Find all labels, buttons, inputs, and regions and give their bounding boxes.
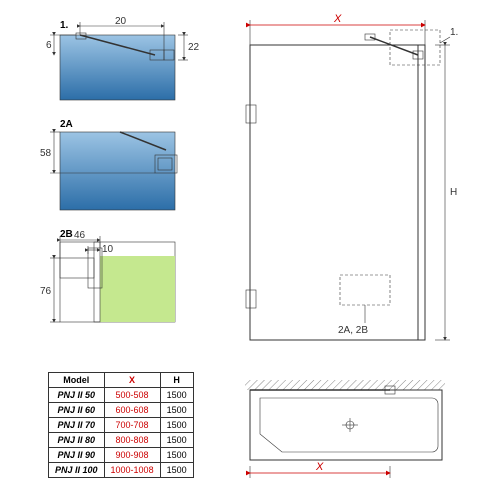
table-row: PNJ II 1001000-10081500	[49, 463, 194, 478]
detail-1: 1. 20 6 22	[46, 16, 200, 100]
dim-bottom-x: X	[315, 461, 324, 473]
th-h: H	[160, 373, 193, 388]
dim-2b-w2: 10	[102, 244, 114, 255]
dim-1-h1: 6	[46, 40, 52, 51]
th-x: X	[104, 373, 160, 388]
detail-2b: 2B 46 10 76	[40, 229, 175, 322]
dim-2b-w: 46	[74, 230, 86, 241]
table-row: PNJ II 60600-6081500	[49, 403, 194, 418]
callout-2ab: 2A, 2B	[338, 325, 368, 336]
model-table-wrap: Model X H PNJ II 50500-5081500PNJ II 606…	[48, 372, 194, 478]
dim-main-h: H	[450, 187, 457, 198]
detail-2a-label: 2A	[60, 119, 73, 130]
detail-1-label: 1.	[60, 20, 69, 31]
dim-1-w: 20	[115, 16, 127, 27]
model-table: Model X H PNJ II 50500-5081500PNJ II 606…	[48, 372, 194, 478]
detail-2a: 2A 58	[40, 119, 177, 210]
main-elevation: 2A, 2B 1. X H	[246, 13, 458, 340]
table-row: PNJ II 50500-5081500	[49, 388, 194, 403]
plan-view: X	[245, 380, 445, 478]
dim-main-x: X	[333, 13, 342, 25]
table-row: PNJ II 80800-8081500	[49, 433, 194, 448]
th-model: Model	[49, 373, 105, 388]
dim-2a-h: 58	[40, 148, 52, 159]
dim-1-h2: 22	[188, 42, 200, 53]
table-row: PNJ II 90900-9081500	[49, 448, 194, 463]
detail-2b-label: 2B	[60, 229, 73, 240]
callout-1: 1.	[450, 27, 458, 38]
table-row: PNJ II 70700-7081500	[49, 418, 194, 433]
dim-2b-h: 76	[40, 286, 52, 297]
